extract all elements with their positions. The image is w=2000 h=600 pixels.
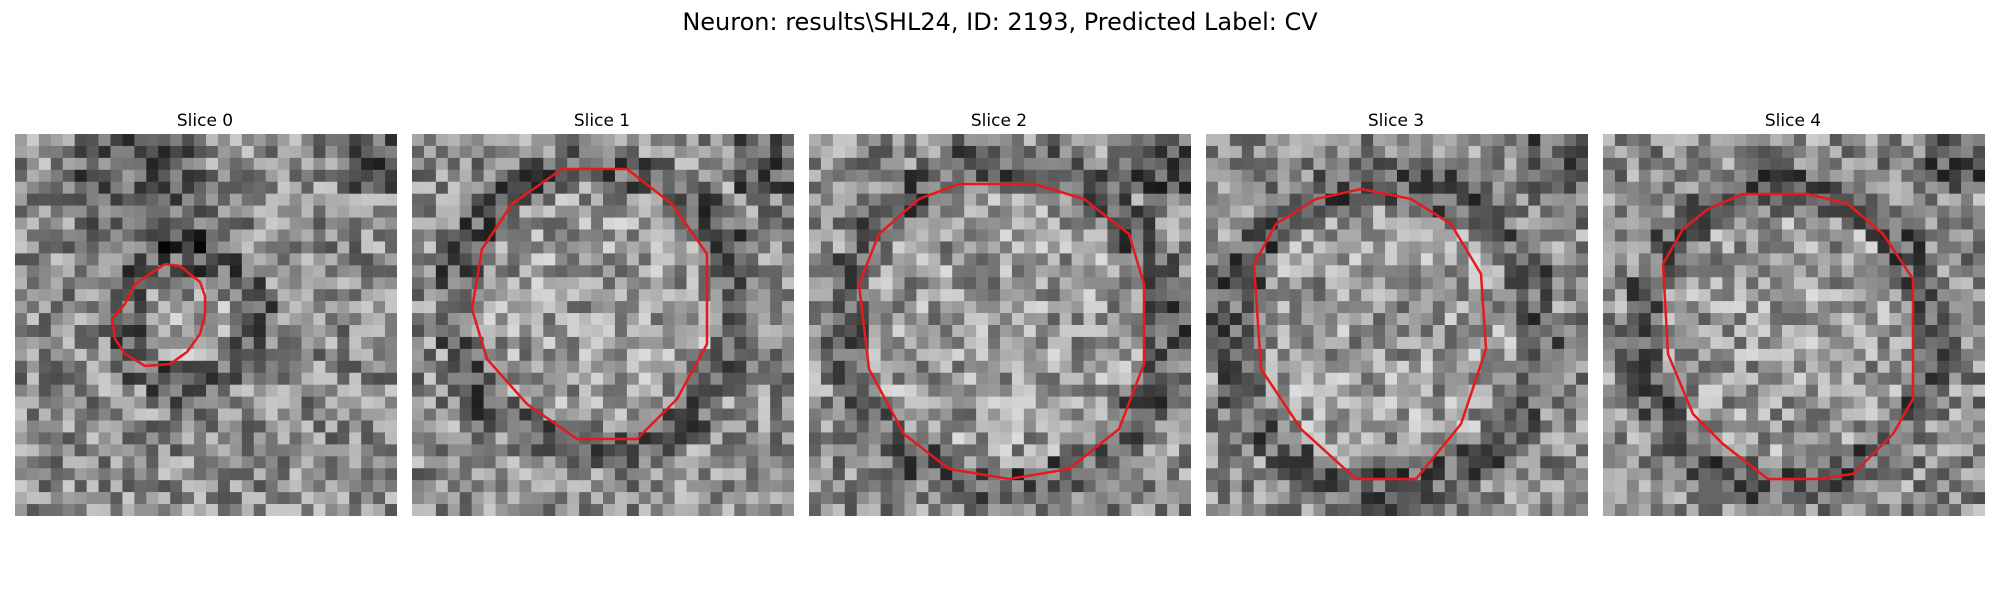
slice-panel-2: Slice 2 [809, 110, 1191, 516]
slice-title-1: Slice 1 [573, 111, 631, 131]
segmentation-contour-4 [1661, 192, 1915, 481]
grayscale-pixels-2 [809, 134, 1191, 516]
slice-image-1 [412, 134, 794, 516]
slice-image-3 [1206, 134, 1588, 516]
slice-title-0: Slice 0 [176, 111, 234, 131]
slice-image-4 [1603, 134, 1985, 516]
grayscale-pixels-3 [1206, 134, 1588, 516]
slice-image-0 [15, 134, 397, 516]
slice-title-3: Slice 3 [1367, 111, 1425, 131]
segmentation-contour-2 [857, 182, 1146, 481]
segmentation-contour-1 [470, 167, 709, 441]
slice-title-4: Slice 4 [1764, 111, 1822, 131]
slice-panel-0: Slice 0 [15, 110, 397, 516]
segmentation-contour-0 [110, 262, 207, 368]
segmentation-contour-3 [1252, 187, 1488, 481]
figure-title: Neuron: results\SHL24, ID: 2193, Predict… [682, 8, 1318, 36]
grayscale-pixels-4 [1603, 134, 1985, 516]
slice-title-2: Slice 2 [970, 111, 1028, 131]
grayscale-pixels-0 [15, 134, 397, 516]
slice-panel-3: Slice 3 [1206, 110, 1588, 516]
grayscale-pixels-1 [412, 134, 794, 516]
slice-image-2 [809, 134, 1191, 516]
slice-panel-1: Slice 1 [412, 110, 794, 516]
slice-panel-4: Slice 4 [1603, 110, 1985, 516]
